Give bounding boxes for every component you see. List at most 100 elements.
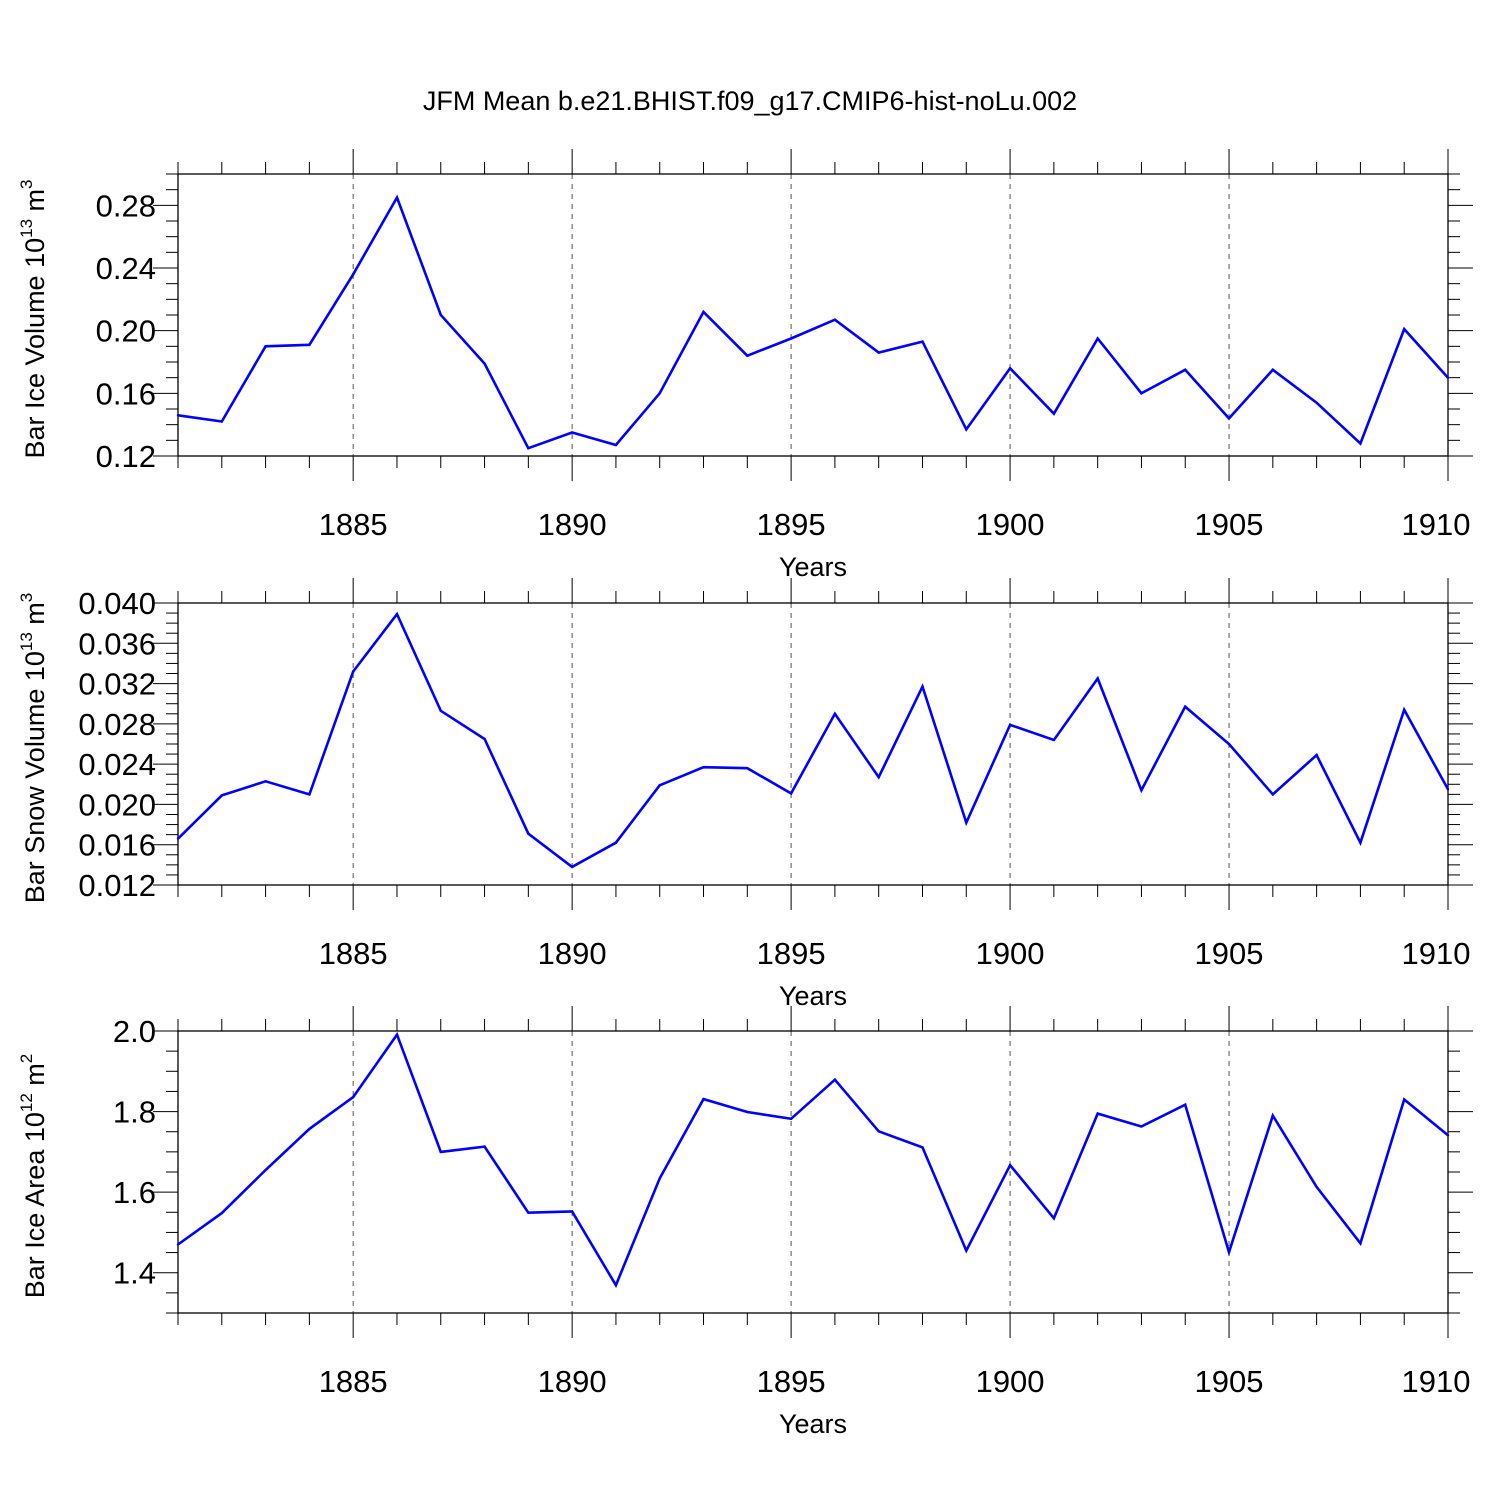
data-point	[527, 446, 530, 450]
data-point	[308, 1127, 311, 1131]
data-point	[833, 1078, 837, 1081]
plot-frame	[177, 173, 1449, 457]
data-point	[1403, 327, 1406, 331]
data-point	[351, 670, 355, 673]
data-point	[220, 1211, 223, 1215]
data-point	[1227, 1250, 1231, 1254]
x-tick-label: 1910	[1402, 507, 1471, 542]
x-tick-label: 1905	[1195, 1364, 1264, 1399]
data-point	[395, 1033, 399, 1036]
y-tick-label: 0.028	[78, 707, 156, 742]
y-tick-label: 0.28	[96, 188, 156, 223]
data-point	[614, 443, 618, 447]
data-point	[658, 1177, 661, 1180]
y-tick-label: 0.24	[96, 251, 156, 286]
x-tick-label: 1890	[538, 1364, 607, 1399]
data-point	[1140, 392, 1143, 395]
data-point	[483, 737, 486, 741]
plot-frame	[177, 602, 1449, 886]
data-point	[965, 1249, 968, 1252]
data-point	[527, 1211, 530, 1214]
data-point	[1052, 738, 1056, 742]
y-tick-label: 0.036	[78, 626, 156, 661]
y-axis-label-unit: m	[20, 602, 50, 632]
y-axis-label-unit: m	[20, 1063, 50, 1093]
data-point	[789, 337, 793, 340]
data-point	[1315, 1185, 1318, 1189]
data-point	[1184, 705, 1187, 708]
x-tick-label: 1905	[1195, 507, 1264, 542]
y-tick-label: 1.6	[113, 1175, 156, 1210]
x-axis-label: Years	[779, 981, 847, 1011]
data-point	[833, 318, 837, 321]
y-tick-label: 1.4	[113, 1256, 156, 1291]
data-point	[921, 340, 924, 343]
data-point	[308, 793, 311, 796]
data-point	[702, 1097, 705, 1101]
data-point	[1052, 412, 1056, 415]
data-point	[1008, 1163, 1012, 1167]
y-axis-label-exponent: 12	[17, 1093, 36, 1112]
data-point	[1184, 368, 1187, 372]
data-point	[702, 765, 705, 769]
data-point	[1008, 723, 1012, 727]
x-tick-label: 1900	[976, 936, 1045, 971]
data-point	[1315, 753, 1318, 757]
data-point	[658, 392, 661, 395]
y-axis-label-unit-exponent: 2	[17, 1054, 36, 1063]
panel-2: 0.012 0.016 0.020 0.024 0.028 0.032 0.036 0.040…	[17, 578, 1473, 1011]
x-tick-label: 1905	[1195, 936, 1264, 971]
x-tick-label: 1895	[757, 1364, 826, 1399]
y-axis-label-unit-exponent: 3	[17, 179, 36, 188]
data-point	[220, 420, 223, 423]
data-point	[1184, 1103, 1187, 1106]
data-point	[614, 841, 618, 844]
data-point	[570, 865, 574, 869]
data-point	[264, 1168, 267, 1172]
data-point	[570, 431, 574, 434]
x-tick-label: 1890	[538, 936, 607, 971]
data-point	[833, 712, 837, 715]
series-line	[177, 194, 1449, 450]
data-point	[1271, 368, 1275, 372]
data-point	[1403, 1098, 1406, 1101]
data-point	[176, 837, 180, 840]
data-point	[351, 1095, 355, 1099]
y-tick-label: 1.8	[113, 1095, 156, 1130]
data-point	[1227, 742, 1231, 746]
x-tick-label: 1885	[319, 507, 388, 542]
y-tick-label: 0.16	[96, 376, 156, 411]
data-point	[439, 709, 442, 712]
panel-1: 0.12 0.16 0.20 0.24 0.28 1885 1890 1895 1900 1905…	[17, 149, 1473, 582]
data-point	[439, 313, 442, 317]
x-tick-label: 1890	[538, 507, 607, 542]
data-point	[921, 685, 924, 688]
data-point	[395, 196, 399, 199]
data-point	[570, 1210, 574, 1213]
y-axis-label-text: Bar Ice Area 10	[20, 1112, 50, 1298]
y-tick-label: 0.016	[78, 828, 156, 863]
data-point	[877, 351, 880, 354]
series-line	[177, 1031, 1449, 1289]
data-point	[483, 362, 486, 365]
data-point	[264, 780, 267, 783]
data-point	[746, 354, 749, 357]
data-point	[1403, 708, 1406, 711]
data-point	[702, 310, 705, 314]
data-point	[1359, 442, 1362, 445]
y-tick-label: 0.040	[78, 586, 156, 621]
data-point	[1271, 1114, 1275, 1117]
data-point	[351, 273, 355, 276]
data-point	[220, 794, 223, 797]
y-axis-label: Bar Snow Volume 1013 m3	[17, 593, 50, 904]
data-point	[176, 414, 180, 417]
data-point	[789, 1117, 793, 1121]
data-point	[308, 343, 311, 346]
data-point	[658, 784, 661, 787]
x-tick-label: 1895	[757, 507, 826, 542]
data-point	[1227, 417, 1231, 420]
data-point	[439, 1150, 442, 1154]
data-point	[1140, 789, 1143, 792]
data-point	[395, 612, 399, 616]
x-tick-label: 1910	[1402, 936, 1471, 971]
